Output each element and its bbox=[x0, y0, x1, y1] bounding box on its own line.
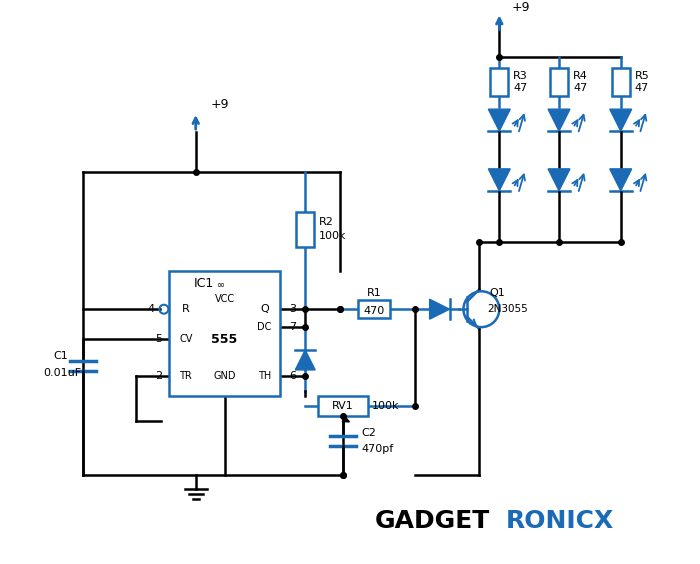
Text: 470pf: 470pf bbox=[361, 443, 393, 453]
Bar bbox=[318, 396, 368, 416]
Text: 470: 470 bbox=[363, 306, 384, 316]
Text: R3: R3 bbox=[513, 71, 528, 81]
Text: CV: CV bbox=[179, 334, 193, 344]
Text: R5: R5 bbox=[635, 71, 650, 81]
Bar bbox=[612, 68, 630, 96]
Text: DC: DC bbox=[257, 322, 272, 332]
Text: 7: 7 bbox=[288, 322, 296, 332]
Text: R2: R2 bbox=[319, 217, 334, 227]
Text: 5: 5 bbox=[155, 334, 162, 344]
Text: RONICX: RONICX bbox=[506, 509, 615, 533]
Text: RV1: RV1 bbox=[332, 401, 354, 411]
Text: VCC: VCC bbox=[214, 294, 234, 304]
Polygon shape bbox=[610, 109, 631, 131]
Bar bbox=[358, 300, 390, 318]
Polygon shape bbox=[489, 109, 510, 131]
Bar bbox=[169, 271, 280, 396]
Text: R4: R4 bbox=[573, 71, 588, 81]
Text: 47: 47 bbox=[573, 83, 587, 93]
Text: TR: TR bbox=[179, 371, 193, 381]
Text: Q: Q bbox=[260, 304, 269, 314]
Text: 3: 3 bbox=[289, 304, 296, 314]
Text: 555: 555 bbox=[211, 333, 238, 346]
Text: GADGET: GADGET bbox=[374, 509, 489, 533]
Text: R1: R1 bbox=[367, 288, 382, 298]
Text: 100k: 100k bbox=[372, 401, 400, 411]
Text: C1: C1 bbox=[53, 351, 68, 361]
Text: +9: +9 bbox=[211, 98, 229, 111]
Text: ∞: ∞ bbox=[216, 280, 225, 290]
Text: 100k: 100k bbox=[319, 231, 346, 241]
Text: R: R bbox=[182, 304, 190, 314]
Bar bbox=[490, 68, 508, 96]
Text: 2N3055: 2N3055 bbox=[487, 304, 528, 314]
Text: GND: GND bbox=[214, 371, 236, 381]
Text: 47: 47 bbox=[635, 83, 649, 93]
Polygon shape bbox=[548, 169, 570, 191]
Polygon shape bbox=[548, 109, 570, 131]
Text: C2: C2 bbox=[361, 428, 376, 438]
Text: 2: 2 bbox=[155, 371, 162, 381]
Polygon shape bbox=[295, 350, 315, 370]
Text: 6: 6 bbox=[289, 371, 296, 381]
Text: 47: 47 bbox=[513, 83, 528, 93]
Bar bbox=[550, 68, 568, 96]
Polygon shape bbox=[489, 169, 510, 191]
Polygon shape bbox=[610, 169, 631, 191]
Text: Q1: Q1 bbox=[489, 288, 505, 298]
Text: +9: +9 bbox=[511, 1, 530, 14]
Text: IC1: IC1 bbox=[194, 277, 214, 290]
Text: TH: TH bbox=[258, 371, 271, 381]
Polygon shape bbox=[430, 299, 449, 319]
Bar bbox=[296, 212, 314, 248]
Text: 0.01uF: 0.01uF bbox=[43, 368, 82, 378]
Text: 4: 4 bbox=[148, 304, 155, 314]
